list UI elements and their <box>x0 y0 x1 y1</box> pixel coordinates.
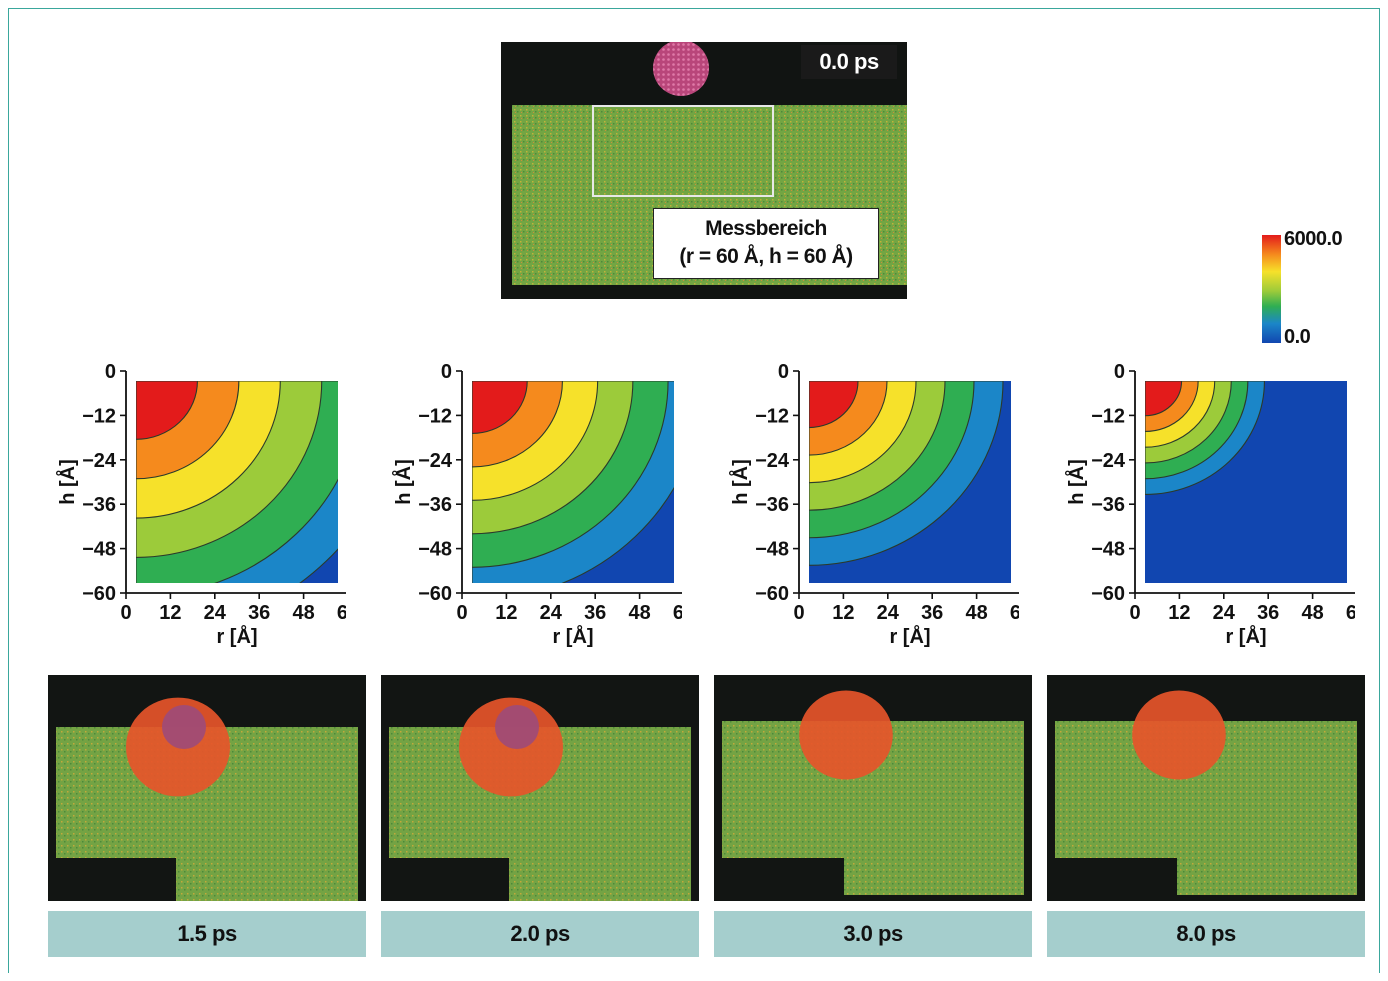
y-axis-label: h [Å] <box>391 459 415 505</box>
time-label-4: 8.0 ps <box>1047 911 1365 957</box>
x-axis-label: r [Å] <box>216 624 257 648</box>
y-tick-label: −24 <box>755 450 790 472</box>
x-tick-label: 36 <box>248 602 270 624</box>
x-tick-label: 36 <box>1257 602 1279 624</box>
contour-band <box>472 381 528 435</box>
y-tick-label: −48 <box>82 539 116 561</box>
colorbar-max-label: 6000.0 <box>1284 228 1343 250</box>
snapshot-graphic <box>1047 690 1357 901</box>
contour-band <box>809 381 859 429</box>
x-tick-label: 12 <box>1168 602 1190 624</box>
x-tick-label: 48 <box>965 602 987 624</box>
y-tick-label: −12 <box>755 405 789 427</box>
y-axis-label: h [Å] <box>1064 459 1088 505</box>
contour-plot-1: 0−12−24−36−48−6001224364860r [Å]h [Å] <box>55 361 346 648</box>
impact-zone <box>1132 690 1226 780</box>
y-tick-label: −36 <box>418 494 452 516</box>
snapshot-3 <box>714 675 1032 901</box>
cutout <box>48 858 176 901</box>
time-label-2: 2.0 ps <box>381 911 699 957</box>
x-tick-label: 0 <box>456 602 467 624</box>
x-tick-label: 0 <box>120 602 131 624</box>
x-axis-label: r [Å] <box>889 624 930 648</box>
x-tick-label: 48 <box>1301 602 1323 624</box>
impact-zone <box>799 690 893 780</box>
x-tick-label: 48 <box>292 602 314 624</box>
measurement-region <box>592 105 774 197</box>
x-tick-label: 12 <box>495 602 517 624</box>
x-tick-label: 24 <box>1213 602 1236 624</box>
x-tick-label: 48 <box>628 602 650 624</box>
x-tick-label: 36 <box>584 602 606 624</box>
x-tick-label: 12 <box>159 602 181 624</box>
y-tick-label: −60 <box>755 583 789 605</box>
x-tick-label: 60 <box>337 602 346 624</box>
y-tick-label: 0 <box>105 361 116 383</box>
y-tick-label: −60 <box>418 583 452 605</box>
x-axis-label: r [Å] <box>552 624 593 648</box>
y-tick-label: 0 <box>1114 361 1125 383</box>
time-label-initial: 0.0 ps <box>801 45 897 79</box>
time-label-1: 1.5 ps <box>48 911 366 957</box>
x-tick-label: 60 <box>673 602 682 624</box>
x-tick-label: 0 <box>1129 602 1140 624</box>
contour-plot-3: 0−12−24−36−48−6001224364860r [Å]h [Å] <box>728 361 1019 648</box>
x-tick-label: 36 <box>921 602 943 624</box>
snapshot-4 <box>1047 675 1365 901</box>
measurement-region-label: Messbereich (r = 60 Å, h = 60 Å) <box>653 208 879 279</box>
colorbar-min-label: 0.0 <box>1284 326 1311 348</box>
y-tick-label: −48 <box>418 539 452 561</box>
snapshot-graphic <box>714 690 1024 901</box>
y-tick-label: −24 <box>1091 450 1126 472</box>
x-tick-label: 0 <box>793 602 804 624</box>
y-tick-label: −48 <box>755 539 789 561</box>
x-tick-label: 60 <box>1010 602 1019 624</box>
y-tick-label: −60 <box>82 583 116 605</box>
contour-plot-2: 0−12−24−36−48−6001224364860r [Å]h [Å] <box>391 361 682 648</box>
x-tick-label: 24 <box>540 602 563 624</box>
y-tick-label: −48 <box>1091 539 1125 561</box>
snapshot-graphic <box>381 697 691 901</box>
snapshot-2 <box>381 675 699 901</box>
initial-snapshot: 0.0 ps Messbereich (r = 60 Å, h = 60 Å) <box>501 42 907 299</box>
cutout <box>381 858 509 901</box>
projectile <box>162 705 206 749</box>
y-tick-label: −24 <box>418 450 453 472</box>
y-tick-label: −36 <box>1091 494 1125 516</box>
y-tick-label: −36 <box>755 494 789 516</box>
measurement-label-line1: Messbereich <box>705 217 827 240</box>
cutout <box>714 858 844 901</box>
x-tick-label: 24 <box>877 602 900 624</box>
figure-frame <box>8 8 1380 973</box>
y-tick-label: −12 <box>418 405 452 427</box>
x-tick-label: 12 <box>832 602 854 624</box>
snapshot-1 <box>48 675 366 901</box>
y-axis-label: h [Å] <box>728 459 752 505</box>
contour-plot-4: 0−12−24−36−48−6001224364860r [Å]h [Å] <box>1064 361 1355 648</box>
colorbar <box>1262 235 1281 343</box>
y-tick-label: −60 <box>1091 583 1125 605</box>
y-tick-label: −24 <box>82 450 117 472</box>
y-tick-label: 0 <box>441 361 452 383</box>
snapshot-graphic <box>48 697 358 901</box>
x-axis-label: r [Å] <box>1225 624 1266 648</box>
y-tick-label: −12 <box>82 405 116 427</box>
measurement-label-line2: (r = 60 Å, h = 60 Å) <box>679 245 853 268</box>
contour-band <box>136 381 198 440</box>
time-label-3: 3.0 ps <box>714 911 1032 957</box>
x-tick-label: 24 <box>204 602 227 624</box>
x-tick-label: 60 <box>1346 602 1355 624</box>
y-tick-label: −36 <box>82 494 116 516</box>
cutout <box>1047 858 1177 901</box>
y-axis-label: h [Å] <box>55 459 79 505</box>
y-tick-label: 0 <box>778 361 789 383</box>
projectile <box>495 705 539 749</box>
contour-band <box>1145 381 1183 417</box>
y-tick-label: −12 <box>1091 405 1125 427</box>
